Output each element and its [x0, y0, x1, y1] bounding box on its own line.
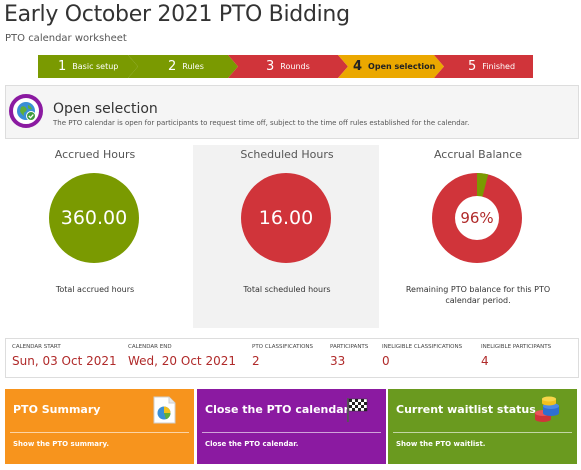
- card-title: PTO Summary: [13, 403, 101, 416]
- banner-description: The PTO calendar is open for participant…: [53, 119, 470, 127]
- step-label: Basic setup: [72, 62, 119, 71]
- donut-hole: [455, 196, 499, 240]
- step-label: Finished: [482, 62, 516, 71]
- accrued-hours-note: Total accrued hours: [55, 285, 135, 294]
- scheduled-hours-value: 16.00: [258, 207, 314, 229]
- step-number: 5: [468, 59, 477, 74]
- info-label: CALENDAR END: [128, 344, 172, 350]
- card-divider: [393, 432, 572, 433]
- step-label: Rules: [182, 62, 204, 71]
- info-label: PTO CLASSIFICATIONS: [252, 344, 314, 350]
- info-value: 2: [252, 354, 260, 368]
- pie-chart-document-icon: [150, 395, 178, 425]
- accrued-hours-label: Accrued Hours: [54, 148, 136, 161]
- step-number: 2: [168, 59, 177, 74]
- card-divider: [202, 432, 381, 433]
- card-description: Show the PTO summary.: [13, 440, 110, 448]
- info-calendar-end: CALENDAR END Wed, 20 Oct 2021: [128, 344, 236, 368]
- card-title: Close the PTO calendar: [205, 403, 350, 416]
- checkered-flag-icon: [342, 395, 370, 425]
- info-participants: PARTICIPANTS 33: [330, 344, 368, 368]
- page-title: Early October 2021 PTO Bidding: [4, 2, 350, 27]
- step-basic-setup[interactable]: 1 Basic setup: [58, 55, 118, 78]
- card-description: Close the PTO calendar.: [205, 440, 299, 448]
- card-description: Show the PTO waitlist.: [396, 440, 486, 448]
- scheduled-hours-circle: 16.00: [241, 173, 331, 263]
- globe-check-icon: [9, 94, 43, 128]
- accrual-balance-label: Accrual Balance: [433, 148, 523, 161]
- scheduled-hours-note: Total scheduled hours: [243, 285, 331, 294]
- step-label: Rounds: [280, 62, 310, 71]
- info-ineligible-classifications: INELIGIBLE CLASSIFICATIONS 0: [382, 344, 462, 368]
- wizard-steps: 1 Basic setup 2 Rules 3 Rounds 4 Open se…: [38, 55, 533, 78]
- accrual-balance-value: 96%: [460, 209, 494, 227]
- info-value: 4: [481, 354, 489, 368]
- close-calendar-card[interactable]: Close the PTO calendar Close the PTO cal…: [197, 389, 386, 464]
- info-label: PARTICIPANTS: [330, 344, 369, 350]
- step-number: 3: [266, 59, 275, 74]
- info-pto-classifications: PTO CLASSIFICATIONS 2: [252, 344, 313, 368]
- step-label: Open selection: [368, 62, 436, 71]
- step-number: 1: [58, 59, 67, 74]
- step-finished[interactable]: 5 Finished: [468, 55, 515, 78]
- calendar-info-strip: CALENDAR START Sun, 03 Oct 2021 CALENDAR…: [5, 338, 579, 378]
- casino-chips-icon: [533, 395, 561, 425]
- wizard-steps-shapes: [38, 55, 533, 78]
- info-ineligible-participants: INELIGIBLE PARTICIPANTS 4: [481, 344, 551, 368]
- step-number: 4: [353, 59, 363, 74]
- page-subtitle: PTO calendar worksheet: [5, 33, 127, 44]
- accrual-balance-donut: 96%: [432, 173, 522, 263]
- info-value: 0: [382, 354, 390, 368]
- accrued-hours-value: 360.00: [60, 207, 128, 229]
- step-5-shape: [434, 55, 533, 78]
- info-label: INELIGIBLE PARTICIPANTS: [481, 344, 552, 350]
- card-title: Current waitlist status: [396, 403, 536, 416]
- info-value: Sun, 03 Oct 2021: [12, 354, 117, 368]
- step-3-shape: [228, 55, 348, 78]
- info-value: Wed, 20 Oct 2021: [128, 354, 236, 368]
- step-2-shape: [128, 55, 238, 78]
- pto-summary-card[interactable]: PTO Summary Show the PTO summary.: [5, 389, 194, 464]
- step-rules[interactable]: 2 Rules: [168, 55, 204, 78]
- scheduled-hours-label: Scheduled Hours: [240, 148, 334, 161]
- step-open-selection[interactable]: 4 Open selection: [353, 55, 435, 78]
- step-rounds[interactable]: 3 Rounds: [266, 55, 310, 78]
- status-banner: Open selection The PTO calendar is open …: [5, 85, 579, 139]
- banner-title: Open selection: [53, 101, 158, 117]
- info-label: CALENDAR START: [12, 344, 61, 350]
- step-4-shape: [338, 55, 444, 78]
- accrued-hours-circle: 360.00: [49, 173, 139, 263]
- info-calendar-start: CALENDAR START Sun, 03 Oct 2021: [12, 344, 117, 368]
- info-value: 33: [330, 354, 346, 368]
- accrual-balance-note: Remaining PTO balance for this PTO calen…: [405, 285, 551, 305]
- info-label: INELIGIBLE CLASSIFICATIONS: [382, 344, 463, 350]
- step-1-shape: [38, 55, 138, 78]
- waitlist-status-card[interactable]: Current waitlist status Show the PTO wai…: [388, 389, 577, 464]
- card-divider: [10, 432, 189, 433]
